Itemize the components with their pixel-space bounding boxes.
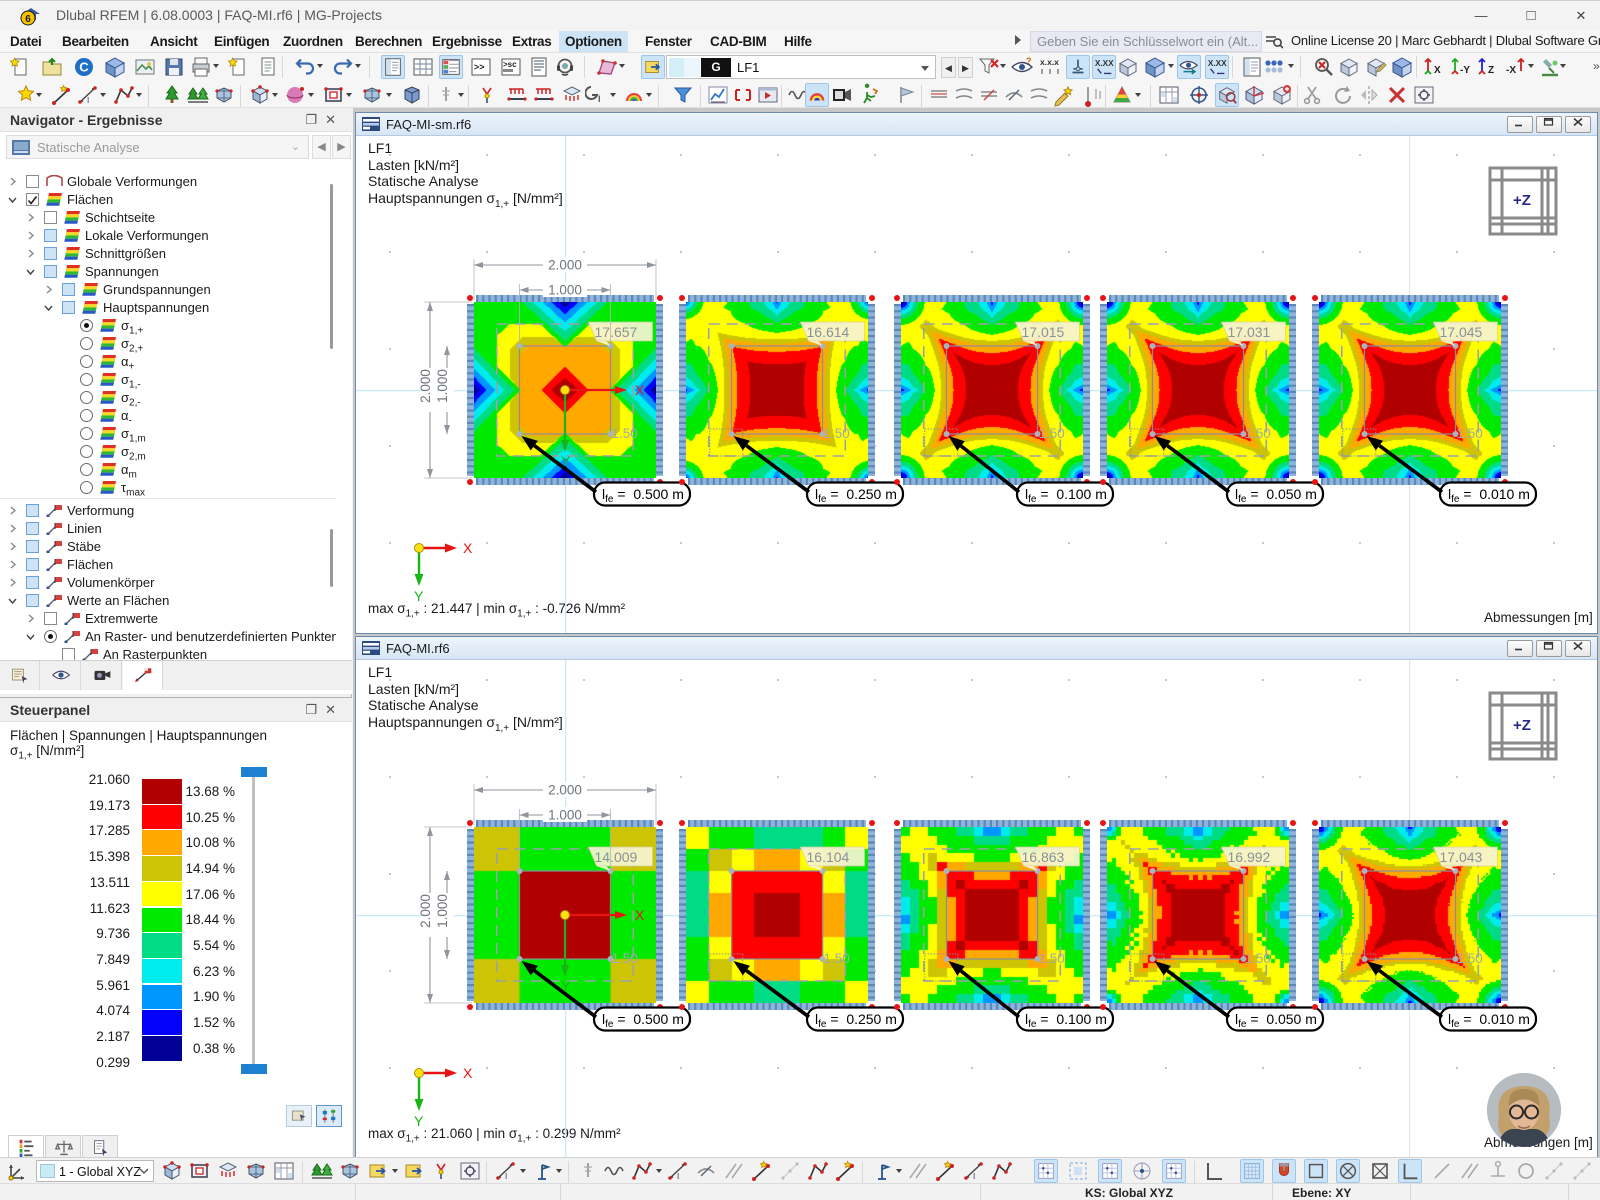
svg-text:-X: -X (1506, 65, 1516, 76)
svg-text:?: ? (1026, 56, 1032, 66)
svg-text:>sc: >sc (503, 60, 517, 69)
svg-text:X: X (463, 540, 473, 556)
svg-text:+Z: +Z (1513, 192, 1531, 209)
svg-text:1.000: 1.000 (435, 894, 450, 928)
svg-text:lfe = 0.050 m: lfe = 0.050 m (1235, 486, 1317, 505)
svg-text:lfe = 0.100 m: lfe = 0.100 m (1025, 486, 1107, 505)
svg-text:1.50: 1.50 (1245, 426, 1271, 441)
svg-text:X: X (635, 907, 645, 923)
svg-text:14.009: 14.009 (595, 849, 638, 865)
svg-text:1.000: 1.000 (435, 369, 450, 403)
svg-text:lfe = 0.250 m: lfe = 0.250 m (815, 1011, 897, 1030)
svg-text:+Z: +Z (1513, 717, 1531, 734)
svg-text:16.992: 16.992 (1228, 849, 1271, 865)
svg-text:Y: Y (414, 1113, 424, 1129)
svg-text:lfe = 0.250 m: lfe = 0.250 m (815, 486, 897, 505)
svg-text:17.045: 17.045 (1440, 324, 1483, 340)
svg-text:lfe = 0.050 m: lfe = 0.050 m (1235, 1011, 1317, 1030)
svg-text:1.50: 1.50 (824, 426, 850, 441)
svg-text:1.50: 1.50 (612, 426, 638, 441)
svg-text:2.000: 2.000 (418, 894, 433, 928)
svg-text:2.000: 2.000 (548, 783, 582, 798)
svg-text:17.031: 17.031 (1228, 324, 1271, 340)
svg-text:1.000: 1.000 (548, 808, 582, 823)
svg-text:I: I (505, 1172, 507, 1181)
svg-text:I: I (973, 1172, 975, 1181)
svg-text:X: X (463, 1065, 473, 1081)
svg-text:C: C (79, 60, 89, 75)
svg-text:1.50: 1.50 (1245, 951, 1271, 966)
svg-text:lfe = 0.500 m: lfe = 0.500 m (602, 486, 684, 505)
svg-text:1.50: 1.50 (1457, 951, 1483, 966)
svg-text:2.000: 2.000 (418, 369, 433, 403)
svg-text:1.50: 1.50 (1039, 951, 1065, 966)
svg-text:2.000: 2.000 (548, 258, 582, 273)
svg-text:>>: >> (474, 62, 485, 72)
svg-text:X: X (635, 382, 645, 398)
svg-text:X.XX: X.XX (1208, 59, 1227, 68)
svg-text:lfe = 0.010 m: lfe = 0.010 m (1448, 486, 1530, 505)
svg-text:-Y: -Y (1460, 65, 1470, 76)
svg-text:1.50: 1.50 (612, 951, 638, 966)
svg-text:I: I (677, 1172, 679, 1181)
svg-text:lfe = 0.500 m: lfe = 0.500 m (602, 1011, 684, 1030)
svg-text:1.000: 1.000 (548, 283, 582, 298)
svg-text:1.50: 1.50 (1039, 426, 1065, 441)
svg-text:Y: Y (561, 453, 571, 469)
svg-text:Y: Y (414, 588, 424, 604)
svg-text:16.614: 16.614 (807, 324, 850, 340)
svg-text:lfe = 0.100 m: lfe = 0.100 m (1025, 1011, 1107, 1030)
svg-text:1.50: 1.50 (1457, 426, 1483, 441)
svg-text:16.104: 16.104 (807, 849, 850, 865)
svg-text:17.043: 17.043 (1440, 849, 1483, 865)
svg-text:16.863: 16.863 (1022, 849, 1065, 865)
svg-text:Y: Y (561, 978, 571, 994)
svg-text:I: I (87, 96, 89, 105)
svg-text:x.x.x: x.x.x (1040, 57, 1059, 67)
svg-text:I: I (598, 94, 601, 104)
svg-text:X.XX: X.XX (1095, 59, 1114, 68)
svg-text:6: 6 (25, 14, 31, 25)
svg-text:17.657: 17.657 (595, 324, 638, 340)
svg-text:17.015: 17.015 (1022, 324, 1065, 340)
svg-text:1.50: 1.50 (824, 951, 850, 966)
svg-text:X: X (1434, 65, 1441, 76)
svg-text:lfe = 0.010 m: lfe = 0.010 m (1448, 1011, 1530, 1030)
svg-text:Z: Z (1488, 65, 1494, 76)
